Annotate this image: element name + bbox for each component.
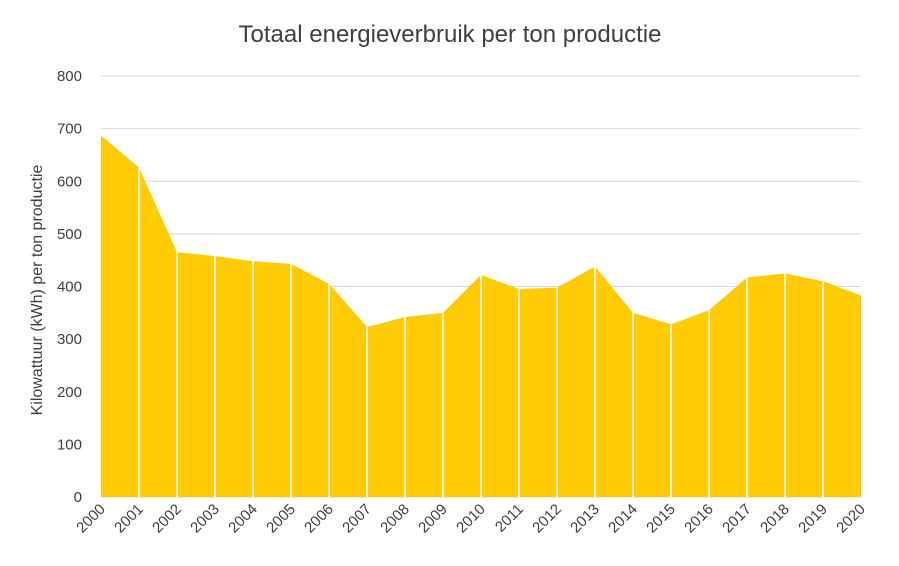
x-tick-label: 2010 [453, 501, 489, 537]
y-tick-label: 0 [74, 489, 82, 506]
x-tick-label: 2001 [111, 501, 147, 537]
y-axis-label: Kilowattuur (kWh) per ton productie [29, 165, 46, 416]
x-tick-label: 2008 [377, 501, 413, 537]
y-tick-label: 800 [57, 68, 82, 85]
y-tick-label: 500 [57, 226, 82, 243]
x-tick-label: 2003 [187, 501, 223, 537]
x-tick-label: 2018 [757, 501, 793, 537]
x-tick-label: 2004 [225, 501, 261, 537]
x-tick-label: 2009 [415, 501, 451, 537]
x-tick-label: 2002 [149, 501, 185, 537]
plot-area [101, 135, 861, 497]
chart-title: Totaal energieverbruik per ton productie [239, 21, 662, 48]
y-tick-label: 300 [57, 331, 82, 348]
y-tick-label: 400 [57, 279, 82, 296]
x-tick-label: 2005 [263, 501, 299, 537]
y-tick-label: 100 [57, 436, 82, 453]
x-tick-label: 2000 [73, 501, 109, 537]
y-tick-label: 700 [57, 121, 82, 138]
x-axis-ticks: 2000 2001 2002 2003 2004 2005 2006 2007 2008 2009… [73, 501, 869, 537]
x-tick-label: 2007 [339, 501, 375, 537]
y-tick-label: 600 [57, 173, 82, 190]
x-tick-label: 2016 [681, 501, 717, 537]
x-tick-label: 2019 [795, 501, 831, 537]
x-tick-label: 2017 [719, 501, 755, 537]
x-tick-label: 2012 [529, 501, 565, 537]
x-tick-label: 2015 [643, 501, 679, 537]
x-tick-label: 2013 [567, 501, 603, 537]
x-tick-label: 2020 [833, 501, 869, 537]
x-tick-label: 2011 [492, 501, 527, 536]
y-axis-ticks: 0 100 200 300 400 500 600 700 800 [57, 68, 82, 506]
x-tick-label: 2006 [301, 501, 337, 537]
x-tick-label: 2014 [605, 501, 641, 537]
y-tick-label: 200 [57, 384, 82, 401]
